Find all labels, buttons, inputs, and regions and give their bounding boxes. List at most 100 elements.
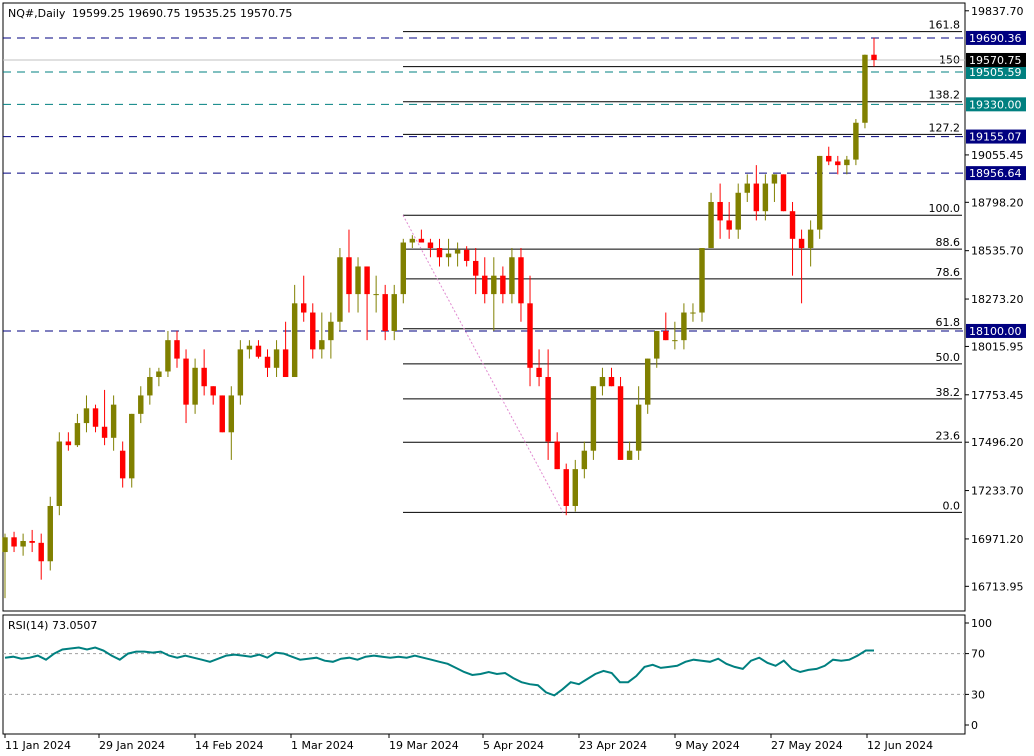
price-tick-label: 16971.20: [971, 533, 1024, 546]
candle-body: [816, 155, 823, 230]
candle-body: [500, 275, 506, 295]
candle-body: [400, 242, 407, 295]
candle-body: [382, 294, 388, 331]
candle-body: [11, 537, 17, 547]
candle-body: [654, 330, 660, 359]
price-badge: [966, 323, 1026, 338]
rsi-title: RSI(14) 73.0507: [8, 619, 97, 632]
candle-body: [536, 367, 542, 378]
price-badge: [966, 52, 1026, 67]
candle-body: [156, 371, 162, 378]
price-badge-label: 19155.07: [969, 131, 1022, 144]
price-badge-label: 18100.00: [969, 325, 1022, 338]
candle-body: [138, 395, 144, 414]
candle-body: [798, 238, 805, 249]
candle-body: [844, 159, 850, 166]
rsi-tick-label: 30: [971, 688, 985, 701]
candle-body: [210, 386, 216, 396]
rsi-panel: [2, 614, 966, 735]
candle-body: [509, 257, 515, 295]
candle-body: [20, 540, 26, 547]
time-tick-label: 5 Apr 2024: [483, 739, 544, 752]
candle-body: [590, 386, 597, 451]
candle-body: [663, 330, 669, 341]
candle-body: [608, 377, 615, 387]
rsi-line: [4, 646, 874, 697]
price-panel: [2, 2, 966, 612]
candle-body: [391, 294, 397, 331]
candle-body: [771, 174, 778, 184]
candle-body: [518, 257, 524, 304]
fib-level-label: 38.2: [936, 386, 961, 399]
candle-body: [255, 345, 262, 357]
candle-body: [237, 349, 244, 396]
candle-body: [482, 275, 488, 295]
candle-body: [463, 249, 470, 261]
candle-body: [681, 312, 687, 341]
fib-level-label: 0.0: [943, 499, 961, 512]
candle-body: [672, 340, 678, 342]
candle-body: [762, 183, 769, 212]
time-tick-label: 27 May 2024: [771, 739, 843, 752]
time-tick-label: 9 May 2024: [675, 739, 740, 752]
time-tick-label: 1 Mar 2024: [291, 739, 354, 752]
candle-body: [328, 321, 334, 341]
price-badge: [966, 97, 1026, 112]
candle-body: [355, 266, 361, 295]
candle-body: [871, 54, 877, 60]
price-badge: [966, 129, 1026, 144]
candle-body: [219, 395, 225, 433]
candle-body: [119, 450, 126, 479]
ohlc-readout: 19599.25 19690.75 19535.25 19570.75: [72, 7, 292, 20]
candle-body: [753, 183, 760, 212]
candle-body: [192, 367, 198, 405]
price-tick-label: 18535.70: [971, 245, 1024, 258]
candle-body: [228, 395, 235, 433]
fib-level-label: 50.0: [936, 351, 961, 364]
rsi-tick-label: 70: [971, 648, 985, 661]
rsi-tick-label: 100: [971, 617, 992, 630]
candle-body: [319, 340, 325, 350]
fib-level-label: 88.6: [936, 236, 961, 249]
horizontal-price-lines[interactable]: [3, 37, 965, 332]
price-tick-label: 18273.20: [971, 293, 1024, 306]
candle-body: [626, 450, 633, 460]
candle-body: [337, 257, 343, 322]
time-tick-label: 14 Feb 2024: [195, 739, 263, 752]
candle-body: [717, 201, 723, 221]
candle-body: [690, 312, 696, 314]
candle-body: [110, 404, 117, 438]
price-tick-label: 18798.20: [971, 196, 1024, 209]
price-badge: [966, 64, 1026, 79]
candle-body: [545, 377, 551, 442]
candle-body: [346, 257, 352, 295]
price-tick-label: 17233.70: [971, 485, 1024, 498]
candle-body: [101, 426, 108, 438]
time-tick-label: 29 Jan 2024: [99, 739, 165, 752]
candle-body: [38, 542, 44, 562]
fib-trend-line: [402, 215, 564, 513]
candle-body: [599, 377, 606, 387]
price-axis: 19837.70 19055.45 18798.20 18535.70 18273.20…: [965, 5, 1024, 593]
price-badge-label: 19570.75: [969, 54, 1022, 67]
symbol-label: NQ#,Daily: [8, 7, 66, 20]
candle-body: [644, 358, 651, 405]
fib-level-label: 78.6: [936, 266, 961, 279]
price-badge-label: 19330.00: [969, 98, 1022, 111]
candle-body: [83, 408, 90, 424]
candle-body: [491, 275, 497, 295]
candle-body: [273, 349, 280, 368]
candle-body: [427, 242, 434, 249]
candle-body: [183, 358, 189, 405]
price-tick-label: 17753.45: [971, 389, 1024, 402]
candle-body: [853, 122, 859, 160]
candle-body: [147, 377, 153, 396]
candle-body: [807, 229, 814, 249]
candle-body: [708, 201, 714, 249]
candle-body: [74, 423, 81, 446]
fib-level-label: 138.2: [929, 89, 961, 102]
rsi-indicator: 100 70 30 0: [3, 617, 992, 732]
candle-body: [554, 441, 560, 470]
price-badge-label: 18956.64: [969, 167, 1022, 180]
candle-body: [129, 413, 135, 479]
